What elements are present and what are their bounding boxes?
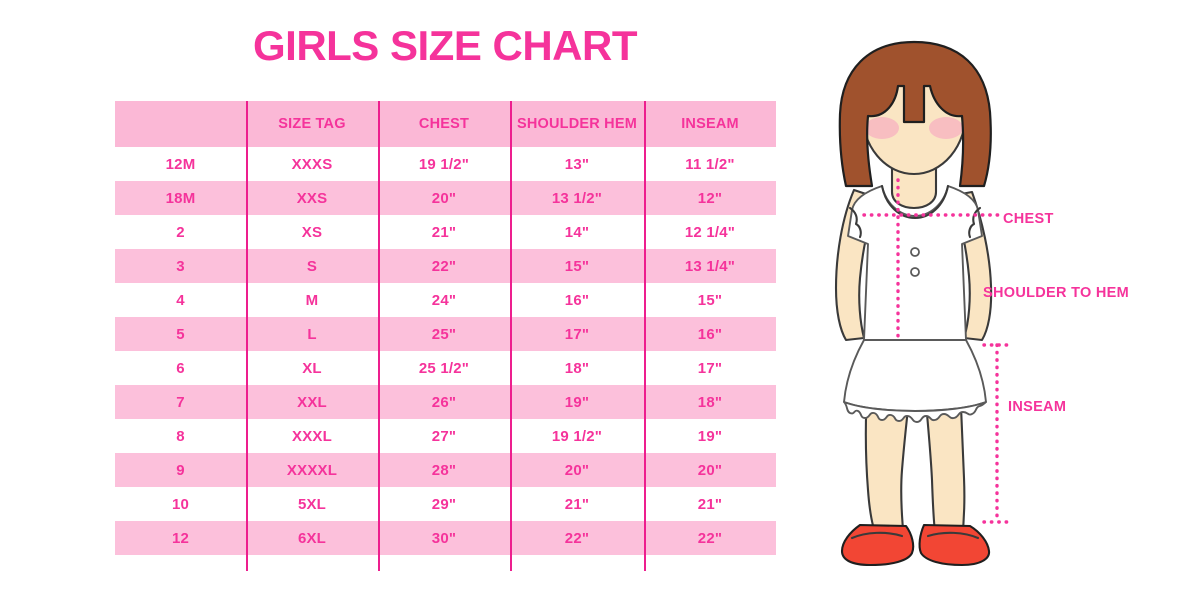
cell-inseam: 20": [644, 453, 776, 487]
table-row: 9 XXXXL 28" 20" 20": [115, 453, 776, 487]
cell-size: 12M: [115, 147, 246, 181]
cell-chest: 21": [378, 215, 510, 249]
blush-right: [929, 117, 963, 139]
column-divider-3: [510, 101, 512, 571]
table-row: 12 6XL 30" 22" 22": [115, 521, 776, 555]
cell-inseam: 16": [644, 317, 776, 351]
cell-chest: 28": [378, 453, 510, 487]
cell-size-tag: M: [246, 283, 378, 317]
cell-size: 18M: [115, 181, 246, 215]
cell-size: 8: [115, 419, 246, 453]
cell-shoulder-hem: 22": [510, 521, 644, 555]
measurement-lines: [862, 178, 1012, 524]
column-header-size: [115, 101, 246, 147]
skirt: [843, 339, 987, 423]
table-row: 5 L 25" 17" 16": [115, 317, 776, 351]
cell-chest: 25 1/2": [378, 351, 510, 385]
table-header-row: SIZE TAG CHEST SHOULDER HEM INSEAM: [115, 101, 776, 147]
column-header-shoulder-hem: SHOULDER HEM: [510, 101, 644, 147]
cell-inseam: 13 1/4": [644, 249, 776, 283]
cell-inseam: 22": [644, 521, 776, 555]
table-row: 6 XL 25 1/2" 18" 17": [115, 351, 776, 385]
cell-shoulder-hem: 19 1/2": [510, 419, 644, 453]
cell-chest: 30": [378, 521, 510, 555]
cell-shoulder-hem: 18": [510, 351, 644, 385]
cell-size: 4: [115, 283, 246, 317]
cell-chest: 24": [378, 283, 510, 317]
cell-size-tag: XS: [246, 215, 378, 249]
column-header-chest: CHEST: [378, 101, 510, 147]
cell-inseam: 19": [644, 419, 776, 453]
label-chest: CHEST: [1003, 211, 1054, 227]
cell-inseam: 11 1/2": [644, 147, 776, 181]
button-bottom: [910, 267, 920, 277]
label-inseam: INSEAM: [1008, 399, 1067, 415]
cell-size-tag: XXXL: [246, 419, 378, 453]
cell-inseam: 15": [644, 283, 776, 317]
blush-left: [865, 117, 899, 139]
cell-chest: 19 1/2": [378, 147, 510, 181]
girl-figure-illustration: .outline { fill:none; stroke:#3a3a3a; st…: [834, 40, 1012, 567]
cell-size: 7: [115, 385, 246, 419]
table-row: 2 XS 21" 14" 12 1/4": [115, 215, 776, 249]
cell-size-tag: XXXS: [246, 147, 378, 181]
cell-size-tag: XXXXL: [246, 453, 378, 487]
cell-shoulder-hem: 14": [510, 215, 644, 249]
column-divider-1: [246, 101, 248, 571]
column-divider-2: [378, 101, 380, 571]
cell-size-tag: XXL: [246, 385, 378, 419]
hair: [838, 40, 992, 188]
cell-size-tag: 5XL: [246, 487, 378, 521]
table-row: 7 XXL 26" 19" 18": [115, 385, 776, 419]
cell-inseam: 12": [644, 181, 776, 215]
cell-size: 12: [115, 521, 246, 555]
cell-shoulder-hem: 20": [510, 453, 644, 487]
cell-size: 6: [115, 351, 246, 385]
table-row: 12M XXXS 19 1/2" 13" 11 1/2": [115, 147, 776, 181]
table-body: 12M XXXS 19 1/2" 13" 11 1/2" 18M XXS 20" 13 1/2"…: [115, 147, 776, 555]
cell-chest: 20": [378, 181, 510, 215]
cell-shoulder-hem: 19": [510, 385, 644, 419]
table-row: 18M XXS 20" 13 1/2" 12": [115, 181, 776, 215]
cell-shoulder-hem: 21": [510, 487, 644, 521]
cell-shoulder-hem: 15": [510, 249, 644, 283]
cell-size: 9: [115, 453, 246, 487]
cell-shoulder-hem: 13": [510, 147, 644, 181]
page-title: GIRLS SIZE CHART: [252, 22, 638, 69]
cell-shoulder-hem: 17": [510, 317, 644, 351]
cell-inseam: 18": [644, 385, 776, 419]
cell-inseam: 17": [644, 351, 776, 385]
cell-size: 5: [115, 317, 246, 351]
column-header-inseam: INSEAM: [644, 101, 776, 147]
cell-size-tag: 6XL: [246, 521, 378, 555]
cell-size: 2: [115, 215, 246, 249]
cell-chest: 26": [378, 385, 510, 419]
table-row: 10 5XL 29" 21" 21": [115, 487, 776, 521]
cell-size: 3: [115, 249, 246, 283]
cell-inseam: 12 1/4": [644, 215, 776, 249]
cell-size-tag: XL: [246, 351, 378, 385]
shirt: [847, 184, 983, 341]
cell-size-tag: XXS: [246, 181, 378, 215]
label-shoulder-to-hem: SHOULDER TO HEM: [983, 285, 1130, 301]
column-divider-4: [644, 101, 646, 571]
cell-chest: 25": [378, 317, 510, 351]
cell-shoulder-hem: 16": [510, 283, 644, 317]
cell-size-tag: L: [246, 317, 378, 351]
cell-inseam: 21": [644, 487, 776, 521]
shoes: [840, 523, 991, 567]
cell-chest: 29": [378, 487, 510, 521]
size-chart-table: SIZE TAG CHEST SHOULDER HEM INSEAM 12M XX…: [115, 101, 776, 555]
cell-chest: 22": [378, 249, 510, 283]
cell-shoulder-hem: 13 1/2": [510, 181, 644, 215]
cell-size: 10: [115, 487, 246, 521]
cell-chest: 27": [378, 419, 510, 453]
column-header-size-tag: SIZE TAG: [246, 101, 378, 147]
table-row: 8 XXXL 27" 19 1/2" 19": [115, 419, 776, 453]
table-row: 3 S 22" 15" 13 1/4": [115, 249, 776, 283]
cell-size-tag: S: [246, 249, 378, 283]
button-top: [910, 247, 920, 257]
table-row: 4 M 24" 16" 15": [115, 283, 776, 317]
